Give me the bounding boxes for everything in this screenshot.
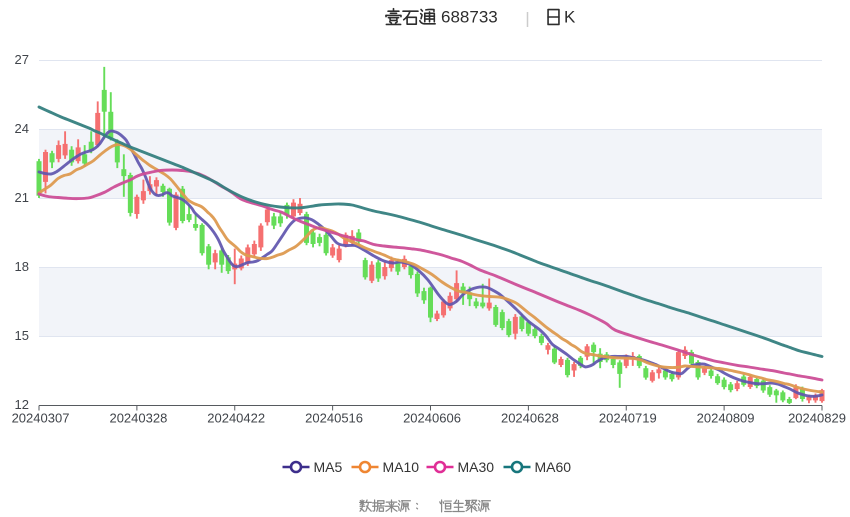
- svg-text:20240516: 20240516: [305, 411, 363, 426]
- svg-text:MA30: MA30: [458, 459, 495, 475]
- svg-text:15: 15: [15, 328, 29, 343]
- svg-text:20240628: 20240628: [501, 411, 559, 426]
- svg-text:21: 21: [15, 190, 29, 205]
- svg-text:18: 18: [15, 259, 29, 274]
- svg-text:20240307: 20240307: [12, 411, 70, 426]
- svg-text:MA5: MA5: [314, 459, 343, 475]
- svg-text:20240606: 20240606: [403, 411, 461, 426]
- svg-text:20240328: 20240328: [109, 411, 167, 426]
- svg-text:688733: 688733: [441, 8, 498, 27]
- svg-text:20240719: 20240719: [599, 411, 657, 426]
- svg-text:20240809: 20240809: [697, 411, 755, 426]
- svg-text:27: 27: [15, 52, 29, 67]
- svg-text:24: 24: [15, 121, 29, 136]
- svg-text:12: 12: [15, 397, 29, 412]
- svg-text:MA10: MA10: [383, 459, 420, 475]
- svg-text:20240829: 20240829: [788, 411, 846, 426]
- svg-text:K: K: [564, 8, 576, 27]
- svg-text:MA60: MA60: [535, 459, 572, 475]
- svg-text:20240422: 20240422: [207, 411, 265, 426]
